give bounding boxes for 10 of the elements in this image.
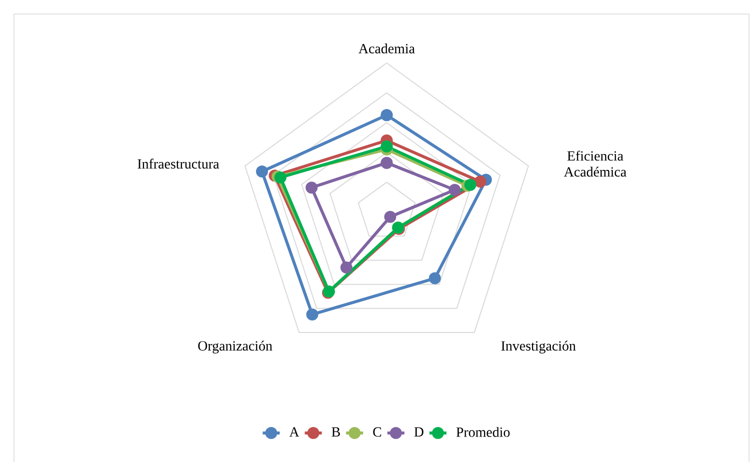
spoke-label: Academia — [358, 44, 415, 54]
legend-label: D — [414, 427, 424, 437]
legend-label: B — [332, 427, 340, 437]
spoke-label: Organización — [198, 340, 272, 354]
legend-label: Promedio — [456, 427, 510, 437]
spoke-label: Infraestructura — [138, 158, 220, 169]
legend-label: C — [373, 427, 382, 437]
spoke-label: Investigación — [501, 340, 576, 354]
spoke-label: Eficiencia Académica — [564, 150, 626, 177]
legend-label: A — [289, 427, 300, 437]
